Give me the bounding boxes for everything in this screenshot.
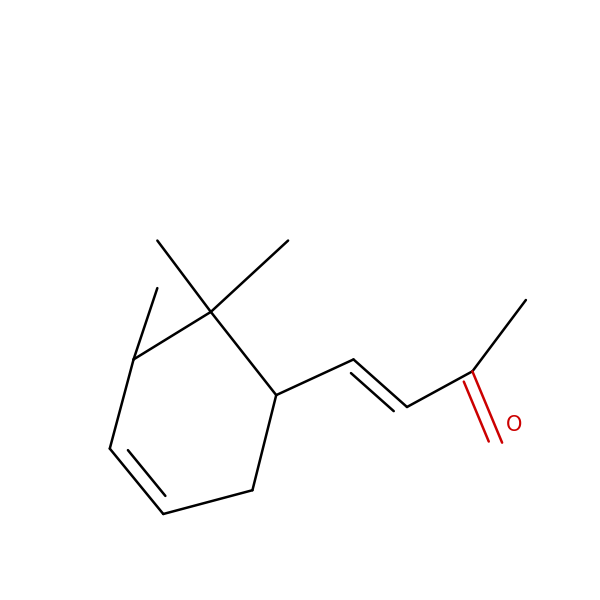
Text: O: O bbox=[506, 415, 522, 435]
